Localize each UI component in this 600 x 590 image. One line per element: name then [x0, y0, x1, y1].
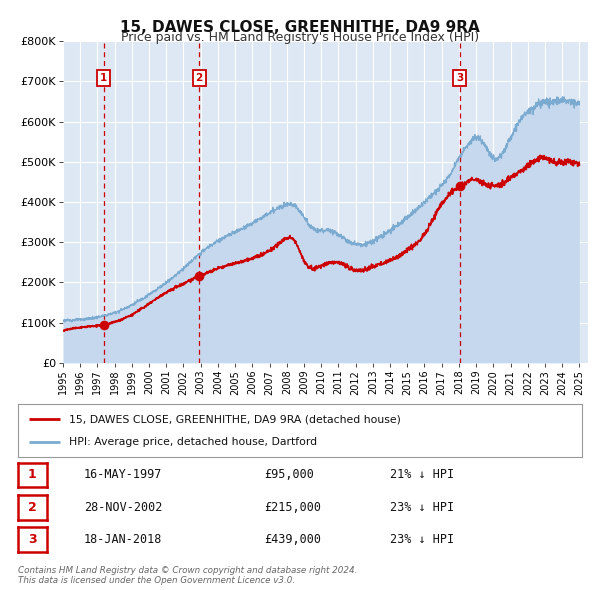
Text: This data is licensed under the Open Government Licence v3.0.: This data is licensed under the Open Gov… — [18, 576, 295, 585]
Text: 18-JAN-2018: 18-JAN-2018 — [84, 533, 163, 546]
Text: 1: 1 — [100, 73, 107, 83]
Text: £439,000: £439,000 — [264, 533, 321, 546]
Text: 3: 3 — [28, 533, 37, 546]
Text: 16-MAY-1997: 16-MAY-1997 — [84, 468, 163, 481]
Text: £95,000: £95,000 — [264, 468, 314, 481]
Text: Contains HM Land Registry data © Crown copyright and database right 2024.: Contains HM Land Registry data © Crown c… — [18, 566, 358, 575]
Text: 21% ↓ HPI: 21% ↓ HPI — [390, 468, 454, 481]
Text: 23% ↓ HPI: 23% ↓ HPI — [390, 533, 454, 546]
Text: 1: 1 — [28, 468, 37, 481]
Text: Price paid vs. HM Land Registry's House Price Index (HPI): Price paid vs. HM Land Registry's House … — [121, 31, 479, 44]
Text: 15, DAWES CLOSE, GREENHITHE, DA9 9RA: 15, DAWES CLOSE, GREENHITHE, DA9 9RA — [120, 20, 480, 35]
Text: 2: 2 — [28, 501, 37, 514]
Text: HPI: Average price, detached house, Dartford: HPI: Average price, detached house, Dart… — [69, 437, 317, 447]
Text: £215,000: £215,000 — [264, 501, 321, 514]
Text: 23% ↓ HPI: 23% ↓ HPI — [390, 501, 454, 514]
Text: 2: 2 — [196, 73, 203, 83]
Text: 15, DAWES CLOSE, GREENHITHE, DA9 9RA (detached house): 15, DAWES CLOSE, GREENHITHE, DA9 9RA (de… — [69, 414, 401, 424]
Text: 3: 3 — [456, 73, 463, 83]
Text: 28-NOV-2002: 28-NOV-2002 — [84, 501, 163, 514]
